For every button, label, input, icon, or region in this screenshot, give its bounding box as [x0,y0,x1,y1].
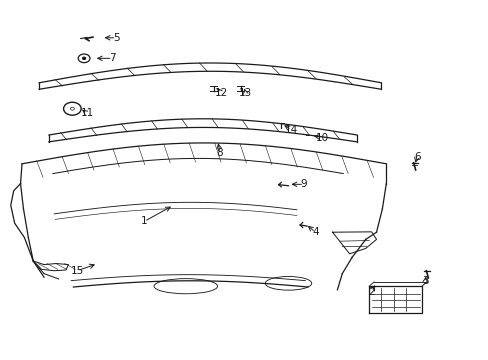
Text: 6: 6 [413,152,420,162]
Text: 5: 5 [113,33,120,43]
Text: 10: 10 [316,132,328,143]
Text: 8: 8 [216,148,223,158]
Text: 14: 14 [284,125,298,135]
Text: 4: 4 [311,227,318,237]
Text: 1: 1 [141,216,147,226]
Text: 13: 13 [238,88,252,98]
Text: 12: 12 [214,88,227,98]
Text: 3: 3 [421,276,428,286]
Text: 7: 7 [109,53,116,63]
Text: 2: 2 [367,287,374,297]
Text: 15: 15 [70,266,84,276]
Text: 9: 9 [300,179,307,189]
Circle shape [82,57,85,59]
Text: 11: 11 [80,108,94,118]
